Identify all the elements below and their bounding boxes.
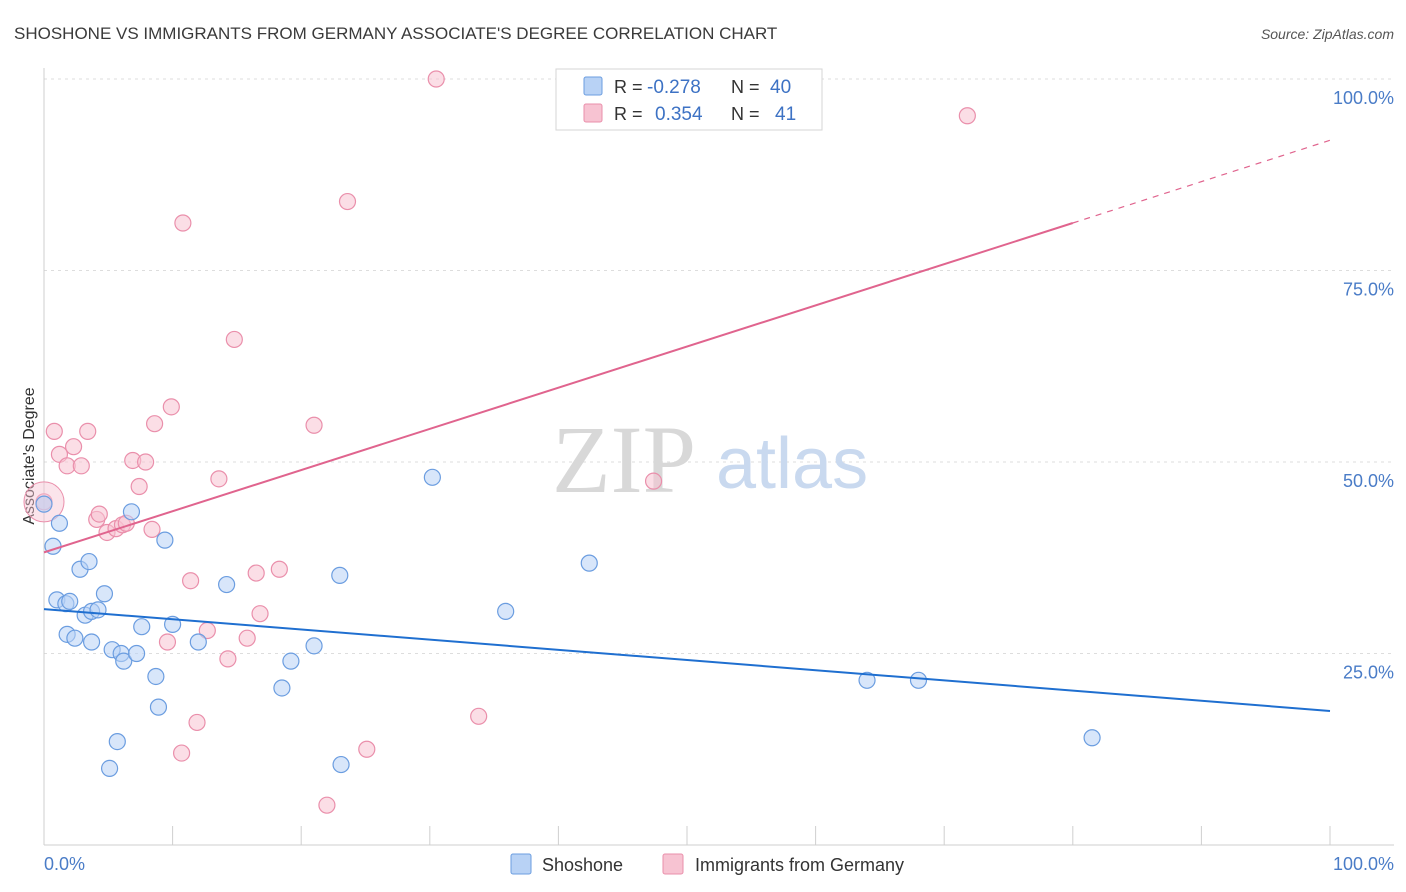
shoshone-point <box>89 601 107 619</box>
shoshone-point <box>1083 729 1101 747</box>
shoshone-point <box>423 468 441 486</box>
x-tick-label-min: 0.0% <box>44 854 85 874</box>
stats-n-value-1: 40 <box>770 77 791 98</box>
shoshone-point <box>122 503 141 521</box>
shoshone-point <box>115 652 133 670</box>
shoshone-point <box>80 552 98 571</box>
germany-point <box>182 572 200 590</box>
x-ticks <box>43 826 1331 845</box>
germany-point <box>958 107 976 125</box>
shoshone-point <box>147 667 165 686</box>
shoshone-point <box>305 637 323 655</box>
germany-point <box>64 438 83 456</box>
germany-point <box>174 214 192 232</box>
germany-point <box>644 472 663 490</box>
germany-point <box>79 422 97 440</box>
watermark-zip: ZIP <box>552 406 696 513</box>
shoshone-point <box>156 531 174 549</box>
shoshone-point <box>133 618 151 636</box>
shoshone-point <box>909 671 928 689</box>
x-tick-label-max: 100.0% <box>1333 854 1394 874</box>
shoshone-point <box>82 633 101 651</box>
germany-point <box>130 477 148 496</box>
shoshone-point <box>35 495 53 513</box>
axes <box>43 68 1394 846</box>
germany-point <box>72 457 90 475</box>
germany-point <box>136 453 155 471</box>
germany-point <box>210 470 228 488</box>
watermark-atlas: atlas <box>716 424 868 504</box>
shoshone-point <box>149 698 168 716</box>
germany-point <box>470 707 488 725</box>
chart-title: SHOSHONE VS IMMIGRANTS FROM GERMANY ASSO… <box>14 24 777 43</box>
legend-label-germany: Immigrants from Germany <box>695 855 904 875</box>
germany-point <box>305 416 323 434</box>
stats-swatch-shoshone <box>583 76 603 96</box>
shoshone-point <box>189 633 207 651</box>
legend-swatch-shoshone <box>510 853 532 875</box>
stats-n-label-1: N = <box>731 77 760 97</box>
germany-point <box>247 564 265 582</box>
stats-n-value-2: 41 <box>775 104 796 125</box>
shoshone-point <box>580 554 598 572</box>
germany-point <box>90 505 108 523</box>
shoshone-trendline <box>43 608 1331 712</box>
stats-r-value-2: 0.354 <box>655 104 703 125</box>
germany-point <box>318 796 336 814</box>
shoshone-point <box>108 732 126 751</box>
shoshone-point <box>858 671 876 689</box>
shoshone-point <box>218 575 236 594</box>
chart-source: Source: ZipAtlas.com <box>1261 26 1394 42</box>
y-tick-label: 100.0% <box>1333 88 1394 108</box>
stats-box: R = -0.278 N = 40 R = 0.354 N = 41 <box>555 68 823 131</box>
y-axis-label: Associate's Degree <box>21 387 38 524</box>
stats-n-label-2: N = <box>731 104 760 124</box>
germany-point <box>158 633 177 651</box>
stats-r-label-1: R = <box>614 77 643 97</box>
germany-point <box>427 70 445 88</box>
shoshone-point <box>331 566 349 584</box>
legend-label-shoshone: Shoshone <box>542 855 623 875</box>
shoshone-point <box>497 602 515 620</box>
germany-point <box>238 629 256 647</box>
shoshone-point <box>127 644 146 663</box>
shoshone-point <box>273 679 291 697</box>
legend-swatch-germany <box>662 853 684 875</box>
legend: Shoshone Immigrants from Germany <box>510 853 904 875</box>
y-tick-labels: 100.0% 75.0% 50.0% 25.0% <box>1333 88 1394 683</box>
shoshone-point <box>61 592 79 611</box>
germany-point <box>45 422 63 440</box>
stats-swatch-germany <box>583 103 603 123</box>
shoshone-point <box>66 629 84 647</box>
series-germany-points <box>23 70 976 814</box>
germany-point <box>225 330 243 349</box>
germany-point <box>162 398 180 416</box>
shoshone-point <box>332 755 350 774</box>
germany-point <box>219 650 237 668</box>
y-tick-label: 75.0% <box>1343 280 1394 300</box>
shoshone-point <box>50 514 69 532</box>
trendlines <box>43 139 1331 712</box>
shoshone-point <box>100 759 119 778</box>
y-tick-label: 25.0% <box>1343 663 1394 683</box>
stats-r-value-1: -0.278 <box>647 77 701 98</box>
germany-trendline-extension <box>1072 139 1331 224</box>
grid <box>44 78 1394 654</box>
germany-point <box>173 744 191 762</box>
germany-point <box>145 415 164 433</box>
stats-r-label-2: R = <box>614 104 643 124</box>
germany-point <box>270 560 288 578</box>
shoshone-point <box>282 652 300 670</box>
germany-trendline <box>43 222 1074 554</box>
germany-point <box>188 713 206 732</box>
shoshone-point <box>95 585 114 603</box>
germany-point <box>143 520 161 539</box>
germany-point <box>251 605 269 623</box>
watermark: ZIP atlas <box>552 406 868 513</box>
germany-point <box>358 740 376 758</box>
germany-point <box>338 192 357 211</box>
y-tick-label: 50.0% <box>1343 471 1394 491</box>
